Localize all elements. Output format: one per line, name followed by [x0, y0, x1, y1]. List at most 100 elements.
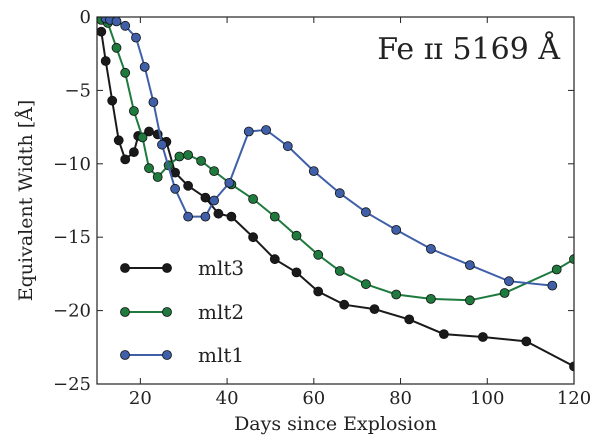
data-point-mlt1 [391, 224, 402, 235]
data-point-mlt3 [226, 211, 237, 222]
y-tick-label: −10 [53, 154, 91, 175]
chart-marks [97, 17, 574, 372]
legend: mlt3 mlt2 mlt1 [120, 256, 244, 367]
data-point-mlt3 [97, 26, 107, 37]
data-point-mlt3 [100, 56, 111, 66]
data-point-mlt2 [464, 295, 475, 306]
data-point-mlt1 [464, 260, 475, 271]
plot-area [97, 17, 574, 372]
data-point-mlt1 [224, 177, 235, 188]
x-tick-label: 20 [129, 388, 152, 409]
data-point-mlt1 [157, 139, 167, 150]
y-tick-label: −25 [53, 374, 91, 395]
data-point-mlt2 [152, 172, 163, 182]
data-point-mlt2 [174, 151, 185, 162]
data-point-mlt2 [551, 264, 562, 275]
data-point-mlt3 [113, 135, 124, 146]
data-point-mlt2 [269, 211, 280, 222]
x-tick-label: 60 [302, 388, 325, 409]
legend-label: mlt2 [198, 300, 244, 324]
data-point-mlt1 [282, 141, 293, 152]
data-point-mlt3 [438, 329, 449, 340]
data-point-mlt2 [360, 279, 371, 290]
x-tick-label: 80 [389, 388, 412, 409]
data-point-mlt2 [111, 42, 122, 53]
y-axis-label: Equivalent Width [Å] [15, 100, 37, 302]
data-point-mlt1 [243, 126, 254, 137]
data-point-mlt1 [209, 195, 220, 206]
data-point-mlt1 [360, 207, 371, 218]
data-point-mlt3 [269, 254, 280, 265]
data-point-mlt3 [107, 95, 118, 106]
data-point-mlt1 [425, 243, 436, 254]
legend-marker [120, 350, 130, 360]
legend-label: mlt1 [198, 343, 244, 367]
data-point-mlt3 [404, 314, 415, 325]
data-point-mlt3 [369, 304, 380, 315]
x-axis-label: Days since Explosion [234, 413, 437, 435]
data-point-mlt3 [213, 208, 224, 219]
data-point-mlt3 [521, 336, 532, 347]
data-point-mlt3 [128, 147, 139, 158]
y-tick-label: −20 [53, 301, 91, 322]
data-point-mlt2 [128, 106, 139, 116]
data-point-mlt3 [291, 267, 302, 278]
chart-title: Fe ɪɪ 5169 Å [377, 31, 560, 67]
data-point-mlt1 [334, 188, 345, 199]
data-point-mlt2 [183, 150, 194, 160]
x-tick-label: 120 [557, 388, 591, 409]
data-point-mlt1 [308, 166, 319, 177]
y-tick-label: 0 [80, 7, 91, 28]
data-point-mlt3 [248, 232, 259, 243]
legend-marker [120, 263, 130, 273]
data-point-mlt2 [499, 288, 510, 298]
data-point-mlt1 [120, 20, 131, 31]
legend-label: mlt3 [198, 256, 244, 280]
data-point-mlt3 [144, 126, 154, 137]
data-point-mlt1 [131, 32, 141, 43]
data-point-mlt1 [111, 17, 122, 27]
data-point-mlt2 [209, 166, 220, 177]
series-line-mlt3 [100, 31, 574, 368]
data-point-mlt2 [425, 293, 436, 304]
plot-frame [96, 16, 575, 385]
y-tick-label: −5 [64, 80, 91, 101]
data-point-mlt2 [334, 266, 345, 276]
data-point-mlt2 [391, 289, 402, 300]
series-mlt1 [100, 17, 558, 291]
data-point-mlt3 [477, 332, 488, 342]
data-point-mlt1 [170, 183, 181, 194]
x-tick-label: 40 [216, 388, 239, 409]
data-point-mlt1 [504, 276, 514, 287]
data-point-mlt2 [137, 132, 148, 143]
data-point-mlt2 [248, 194, 259, 204]
data-point-mlt1 [148, 97, 159, 107]
y-tick-label: −15 [53, 227, 91, 248]
legend-marker [162, 350, 172, 360]
data-point-mlt2 [144, 163, 154, 174]
data-point-mlt2 [569, 254, 574, 265]
data-point-mlt3 [183, 180, 194, 191]
data-point-mlt1 [261, 125, 272, 135]
legend-marker [162, 263, 172, 273]
axis-ticks: 20 40 60 80 100 120 0 −5 −10 −15 −20 −25 [53, 7, 591, 409]
data-point-mlt3 [569, 361, 574, 372]
data-point-mlt3 [200, 192, 211, 203]
data-point-mlt3 [120, 154, 131, 165]
data-point-mlt1 [183, 211, 194, 222]
x-tick-label: 100 [470, 388, 504, 409]
data-point-mlt2 [291, 230, 302, 241]
data-point-mlt3 [339, 299, 350, 310]
legend-item-mlt3: mlt3 [120, 256, 244, 280]
legend-marker [120, 307, 130, 317]
data-point-mlt1 [139, 62, 150, 72]
legend-item-mlt1: mlt1 [120, 343, 244, 367]
data-point-mlt2 [196, 155, 207, 166]
legend-marker [162, 307, 172, 317]
data-point-mlt2 [313, 249, 324, 260]
data-point-mlt1 [200, 211, 211, 222]
data-point-mlt2 [120, 67, 131, 78]
data-point-mlt3 [313, 286, 324, 297]
series-mlt3 [97, 26, 574, 372]
